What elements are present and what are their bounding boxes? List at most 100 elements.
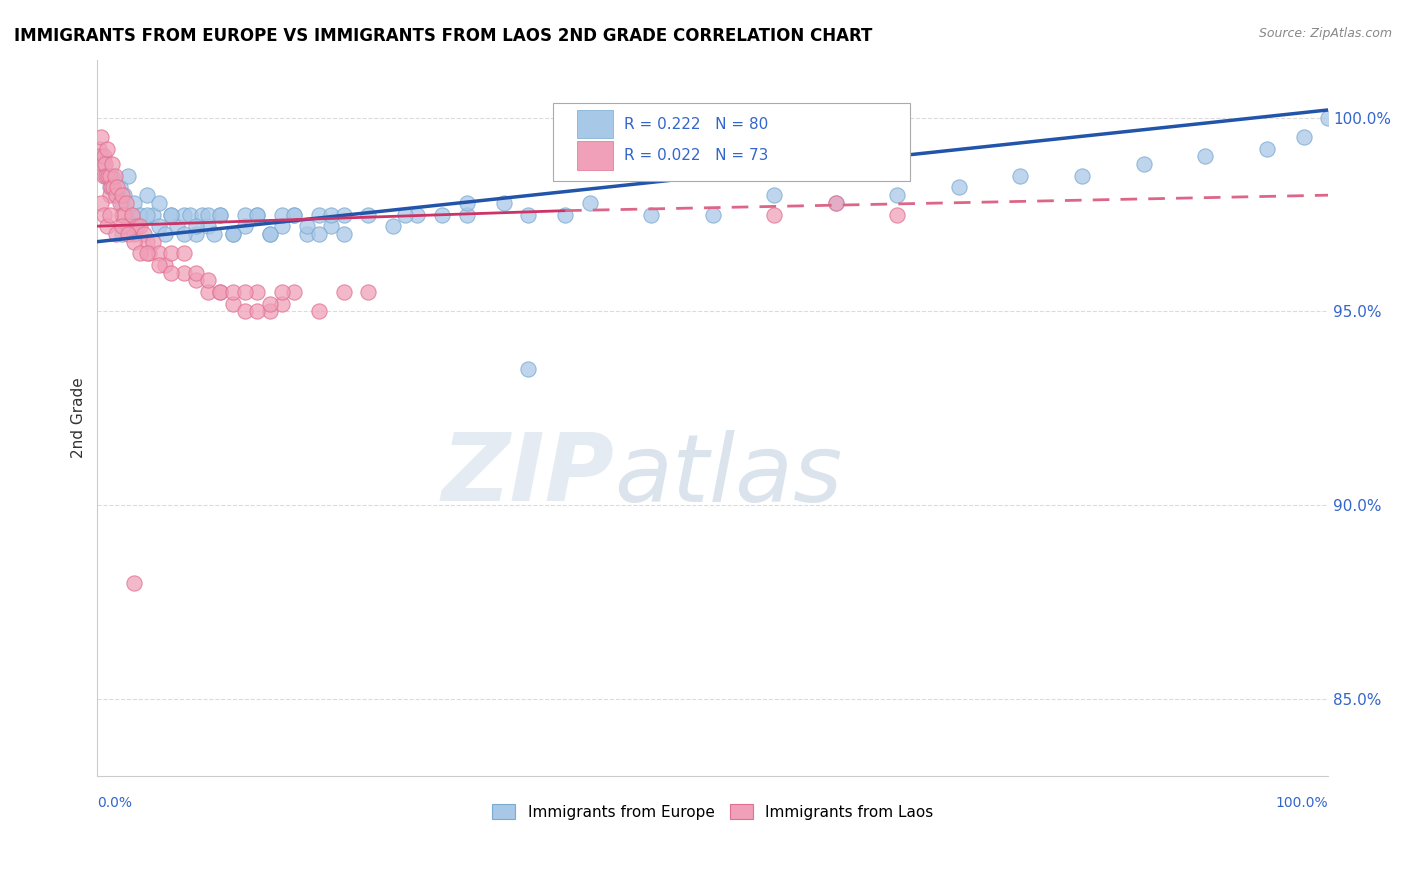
Point bbox=[125, 219, 148, 234]
Point bbox=[1194, 149, 1216, 163]
Point bbox=[138, 246, 160, 260]
Point bbox=[93, 157, 115, 171]
Point bbox=[246, 304, 269, 318]
Point bbox=[160, 246, 183, 260]
Point bbox=[104, 188, 127, 202]
Point bbox=[90, 130, 112, 145]
Point bbox=[233, 304, 256, 318]
Point bbox=[332, 285, 354, 299]
Point bbox=[124, 219, 146, 234]
Point bbox=[124, 227, 146, 241]
Point bbox=[89, 149, 111, 163]
Point bbox=[173, 266, 195, 280]
Point bbox=[554, 208, 576, 222]
Point bbox=[456, 195, 478, 210]
Point bbox=[394, 208, 416, 222]
Point bbox=[886, 188, 908, 202]
Point bbox=[148, 195, 170, 210]
Point bbox=[101, 169, 124, 183]
Point bbox=[222, 227, 245, 241]
Point bbox=[117, 219, 139, 234]
Point bbox=[517, 208, 540, 222]
Point bbox=[121, 208, 143, 222]
Point bbox=[283, 285, 305, 299]
Point bbox=[90, 195, 112, 210]
Point bbox=[117, 169, 139, 183]
Point bbox=[160, 266, 183, 280]
Point bbox=[406, 208, 429, 222]
Point bbox=[111, 219, 134, 234]
FancyBboxPatch shape bbox=[553, 103, 910, 181]
Text: atlas: atlas bbox=[614, 430, 842, 521]
Point bbox=[295, 227, 318, 241]
Point bbox=[112, 208, 135, 222]
Point bbox=[160, 208, 183, 222]
Point bbox=[111, 227, 134, 241]
Point bbox=[135, 235, 157, 249]
Point bbox=[135, 246, 157, 260]
Point bbox=[702, 208, 724, 222]
Point bbox=[209, 208, 232, 222]
Point bbox=[1317, 111, 1340, 125]
Point bbox=[103, 169, 125, 183]
Point bbox=[197, 273, 219, 287]
Point bbox=[308, 227, 330, 241]
Point bbox=[124, 575, 146, 590]
Point bbox=[308, 304, 330, 318]
Point bbox=[259, 227, 281, 241]
Point bbox=[191, 208, 214, 222]
Point bbox=[96, 169, 118, 183]
Point bbox=[308, 208, 330, 222]
Point bbox=[357, 208, 380, 222]
Text: ZIP: ZIP bbox=[441, 429, 614, 521]
Point bbox=[456, 208, 478, 222]
Text: R = 0.022   N = 73: R = 0.022 N = 73 bbox=[624, 148, 769, 163]
Point bbox=[135, 208, 157, 222]
Point bbox=[124, 195, 146, 210]
Point bbox=[98, 188, 121, 202]
Point bbox=[148, 246, 170, 260]
Point bbox=[321, 208, 343, 222]
Point bbox=[271, 285, 294, 299]
Point bbox=[104, 227, 127, 241]
Point bbox=[209, 285, 232, 299]
Point bbox=[98, 169, 121, 183]
Point bbox=[492, 195, 515, 210]
Point bbox=[124, 235, 146, 249]
Point bbox=[763, 188, 786, 202]
Point bbox=[142, 235, 165, 249]
Point bbox=[93, 149, 115, 163]
Point bbox=[321, 219, 343, 234]
Point bbox=[259, 296, 281, 310]
Point bbox=[209, 285, 232, 299]
Point bbox=[578, 195, 600, 210]
Point bbox=[129, 219, 152, 234]
Point bbox=[222, 285, 245, 299]
Point bbox=[271, 219, 294, 234]
Point bbox=[222, 227, 245, 241]
Point bbox=[197, 208, 219, 222]
Point bbox=[246, 208, 269, 222]
Point bbox=[233, 208, 256, 222]
Point bbox=[430, 208, 453, 222]
Point bbox=[94, 169, 117, 183]
Point bbox=[246, 208, 269, 222]
Point bbox=[640, 208, 662, 222]
Point bbox=[93, 208, 115, 222]
Point bbox=[1071, 169, 1094, 183]
Point bbox=[173, 227, 195, 241]
Point bbox=[121, 208, 143, 222]
Point bbox=[91, 157, 114, 171]
Point bbox=[381, 219, 404, 234]
Point bbox=[1010, 169, 1032, 183]
Point bbox=[886, 208, 908, 222]
Point bbox=[98, 208, 121, 222]
Point bbox=[1132, 157, 1154, 171]
Point bbox=[148, 219, 170, 234]
Text: R = 0.222   N = 80: R = 0.222 N = 80 bbox=[624, 117, 768, 132]
Point bbox=[222, 296, 245, 310]
Point bbox=[233, 219, 256, 234]
Point bbox=[90, 149, 112, 163]
Point bbox=[111, 188, 134, 202]
Point bbox=[153, 258, 176, 272]
